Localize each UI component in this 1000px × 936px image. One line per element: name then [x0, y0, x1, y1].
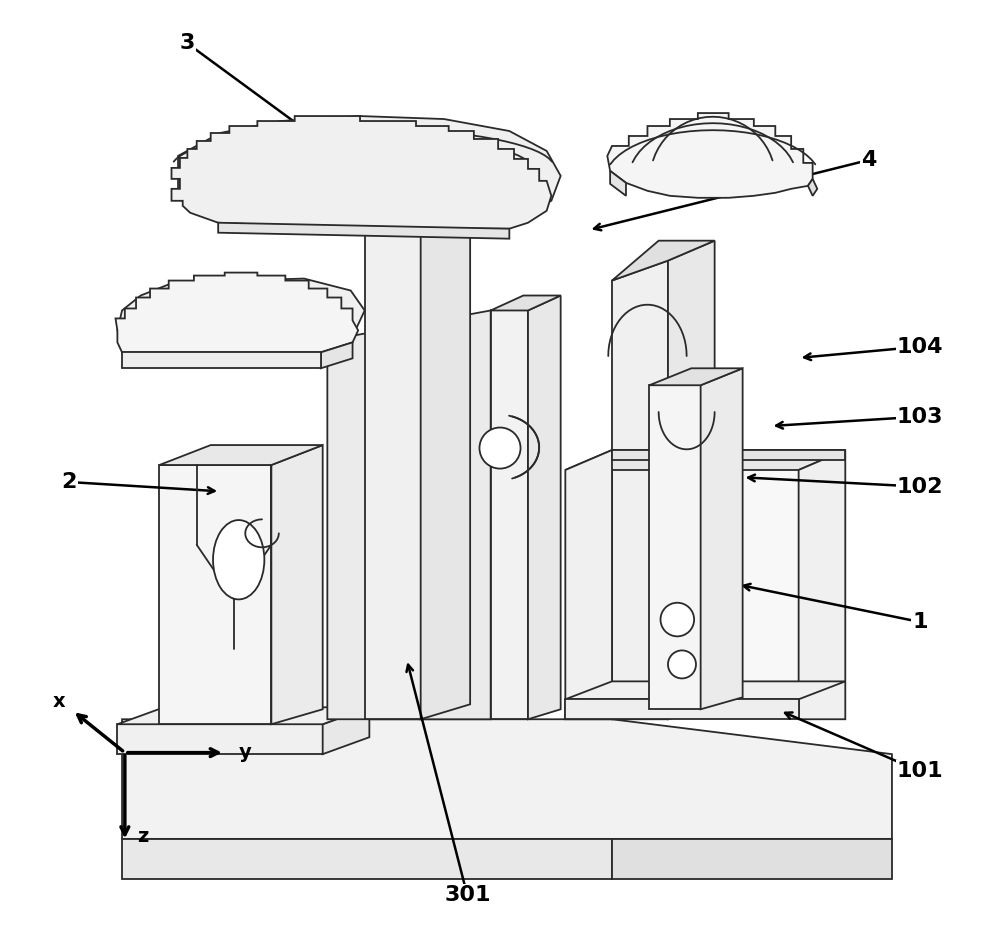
- Text: 1: 1: [912, 612, 928, 632]
- Polygon shape: [701, 368, 743, 709]
- Polygon shape: [122, 719, 892, 839]
- Polygon shape: [668, 241, 715, 719]
- Polygon shape: [491, 311, 528, 719]
- Polygon shape: [799, 450, 845, 719]
- Polygon shape: [612, 460, 799, 699]
- Polygon shape: [323, 708, 369, 754]
- Polygon shape: [649, 386, 701, 709]
- Text: x: x: [52, 692, 65, 710]
- Polygon shape: [565, 450, 845, 470]
- Text: 103: 103: [897, 406, 943, 427]
- Polygon shape: [565, 450, 612, 719]
- Polygon shape: [528, 296, 561, 719]
- Polygon shape: [649, 368, 743, 386]
- Polygon shape: [612, 839, 892, 879]
- Polygon shape: [122, 839, 612, 879]
- Circle shape: [668, 651, 696, 679]
- Polygon shape: [159, 446, 323, 465]
- Polygon shape: [565, 681, 845, 699]
- Text: 102: 102: [897, 476, 943, 497]
- Text: 3: 3: [180, 34, 195, 53]
- Polygon shape: [122, 352, 321, 368]
- Polygon shape: [365, 216, 421, 719]
- Text: 101: 101: [897, 761, 943, 782]
- Circle shape: [661, 603, 694, 636]
- Polygon shape: [421, 196, 470, 719]
- Polygon shape: [172, 116, 551, 228]
- Polygon shape: [178, 116, 561, 226]
- Polygon shape: [116, 272, 358, 352]
- Text: 301: 301: [444, 885, 491, 905]
- Polygon shape: [610, 171, 626, 196]
- Polygon shape: [607, 113, 813, 197]
- Polygon shape: [612, 241, 715, 281]
- Ellipse shape: [213, 520, 264, 599]
- Polygon shape: [117, 279, 365, 343]
- Polygon shape: [327, 311, 491, 719]
- Polygon shape: [612, 260, 668, 719]
- Polygon shape: [218, 223, 509, 239]
- Text: 104: 104: [897, 337, 943, 357]
- Polygon shape: [321, 343, 353, 368]
- Text: z: z: [137, 827, 148, 846]
- Circle shape: [479, 428, 521, 469]
- Polygon shape: [117, 724, 323, 754]
- Polygon shape: [271, 446, 323, 724]
- Polygon shape: [159, 465, 271, 724]
- Text: 2: 2: [61, 472, 77, 492]
- Polygon shape: [117, 708, 369, 724]
- Text: y: y: [239, 743, 251, 762]
- Text: 4: 4: [861, 150, 876, 170]
- Polygon shape: [491, 296, 561, 311]
- Polygon shape: [365, 196, 470, 216]
- Polygon shape: [565, 699, 799, 719]
- Polygon shape: [808, 179, 817, 196]
- Polygon shape: [612, 450, 845, 460]
